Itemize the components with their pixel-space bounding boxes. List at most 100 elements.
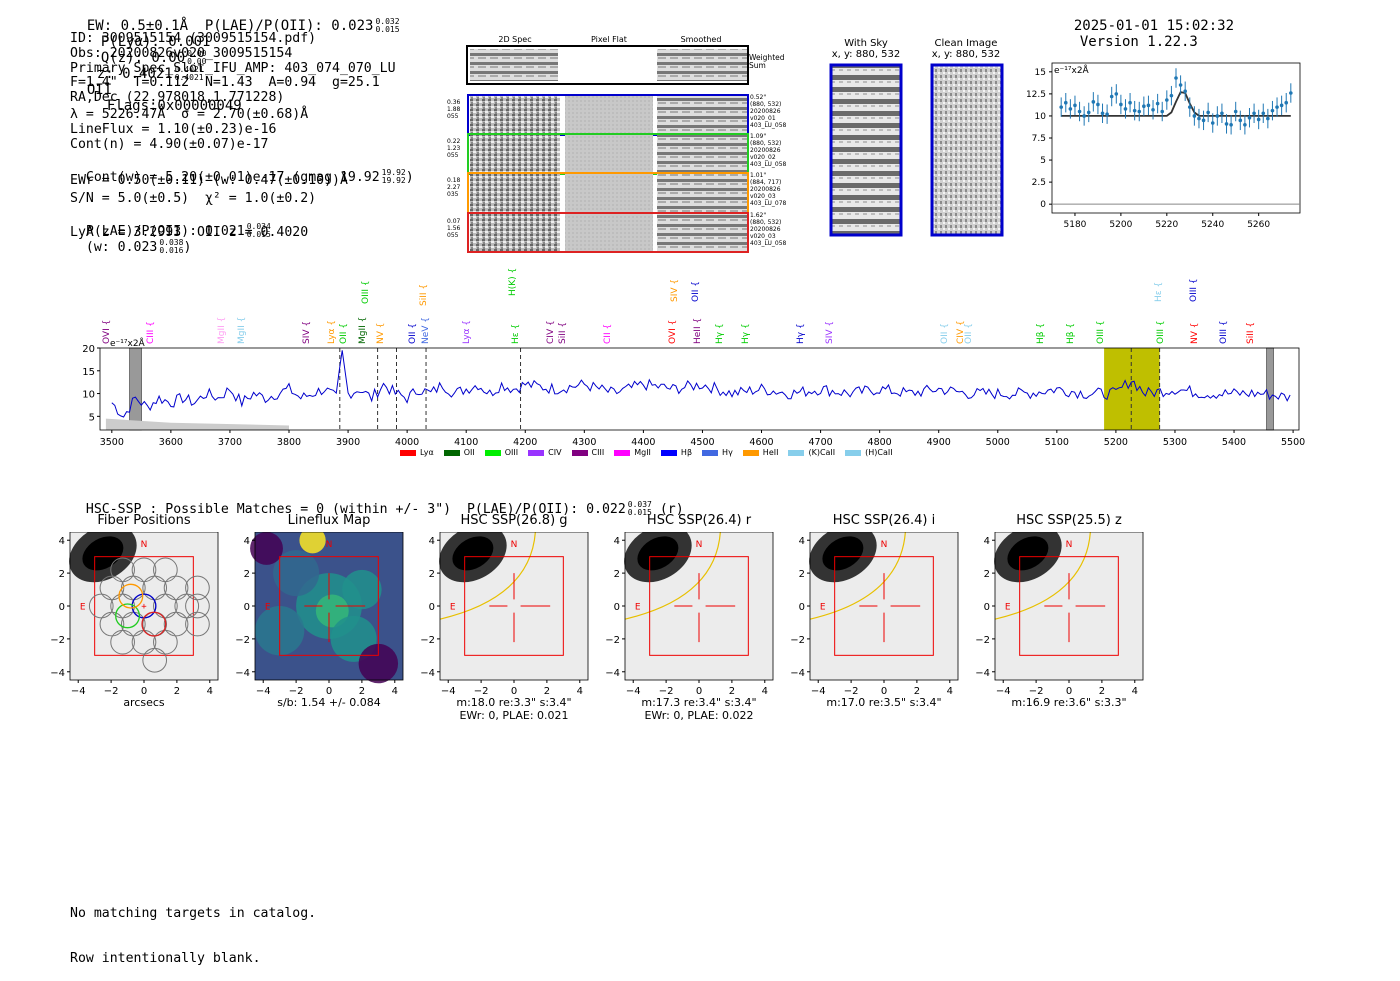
weighted-sum-label: Weighted Sum — [749, 53, 785, 70]
footer-line-1: No matching targets in catalog. — [70, 906, 317, 921]
highlight-fiber — [118, 583, 144, 609]
zoom-x-tick-label: 5240 — [1201, 220, 1224, 230]
emission-line-label: Hε { — [511, 323, 521, 344]
zoom-data-point — [1165, 98, 1169, 102]
with-sky-label: With Sky — [844, 38, 888, 49]
panel-x-tick-label: −2 — [104, 686, 119, 697]
info-sn: S/N = 5.0(±0.5) χ² = 1.0(±0.2) — [70, 191, 317, 206]
zoom-data-point — [1174, 76, 1178, 80]
target-box — [464, 556, 564, 656]
spectrum-x-tick-label: 5000 — [986, 437, 1010, 448]
panel-x-tick-label: −2 — [844, 686, 859, 697]
panel-x-tick-label: 4 — [207, 686, 213, 697]
zoom-data-point — [1187, 105, 1192, 109]
legend-swatch — [788, 449, 805, 456]
emission-line-label: NV { — [376, 322, 386, 344]
panel-caption-line-1: m:17.3 re:3.4" s:3.4" — [641, 696, 757, 709]
emission-line-label: Hβ { — [1036, 322, 1046, 344]
lineflux-blob — [342, 569, 382, 610]
cutout-title-smoothed: Smoothed — [680, 35, 722, 44]
spectrum-chart: 20 15 10 5 3500 3600 3700 3800 3900 4000 4100 4200 4… — [82, 337, 1305, 448]
zoom-data-point — [1073, 103, 1077, 108]
cutout-grid — [466, 45, 749, 253]
cutout-row-4-left: 0.07 1.56 055 — [447, 218, 461, 239]
panel-x-tick-label: 2 — [914, 686, 920, 697]
zoom-data-point — [1279, 103, 1284, 108]
emission-line-label: SiII { — [1246, 321, 1256, 344]
legend-entry: OII — [443, 448, 475, 457]
fiber-circle — [131, 557, 157, 583]
zoom-data-point — [1119, 102, 1123, 107]
panel-x-tick-label: 2 — [174, 686, 180, 697]
info-plae-w: (w: 0.023 — [85, 240, 158, 255]
header-plae-frac: 0.032 0.015 — [375, 17, 400, 34]
panel-y-tick-label: 2 — [984, 569, 990, 580]
panel-x-tick-label: −4 — [626, 686, 641, 697]
spectrum-unit-label: e⁻¹⁷x2Å — [110, 337, 146, 349]
panel-y-tick-label: −2 — [605, 635, 620, 646]
panel-y-tick-label: 2 — [59, 569, 65, 580]
emission-line-label: NV { — [1190, 322, 1200, 344]
zoom-data-point — [1275, 105, 1279, 109]
target-box — [649, 556, 749, 656]
panel-y-tick-label: 4 — [244, 536, 250, 547]
zoom-data-point — [1215, 114, 1220, 118]
spectrum-x-tick-label: 3800 — [277, 437, 301, 448]
zoom-data-point — [1142, 104, 1146, 109]
panel-y-tick-label: −2 — [790, 635, 805, 646]
target-box — [279, 556, 379, 656]
info-plae: P(LAE)/P(OII): 0.021 0.034 0.015 (w: 0.023… — [70, 208, 271, 256]
zoom-data-point — [1151, 107, 1155, 112]
legend-swatch — [571, 449, 588, 456]
fiber-circle — [174, 593, 200, 619]
header-timestamp: 2025-01-01 15:02:32 — [1073, 18, 1235, 34]
legend-label: CIII — [591, 448, 605, 457]
panel-y-tick-label: 4 — [984, 536, 990, 547]
emission-line-label: Hγ { — [715, 323, 725, 344]
spectrum-x-tick-label: 4600 — [749, 437, 773, 448]
zoom-unit-label: e⁻¹⁷x2Å — [1054, 64, 1090, 76]
hsc-summary-text: HSC-SSP : Possible Matches = 0 (within +… — [85, 502, 626, 517]
legend-entry: CIII — [571, 448, 605, 457]
panel-x-tick-label: −2 — [289, 686, 304, 697]
north-label: N — [511, 540, 518, 550]
info-radec: RA,Dec (22.978018,1.771228) — [70, 90, 285, 105]
zoom-data-point — [1082, 114, 1086, 118]
lineflux-blob — [315, 594, 349, 628]
panel-image-6: N E 4 2 0 −2 −4 −4 −2 0 2 4 — [975, 532, 1144, 697]
spectrum-legend: Lyα OII OIII CIV CIII MgII Hβ Hγ HeII (K)CaII (H)C… — [400, 448, 903, 457]
zoom-data-point — [1059, 105, 1063, 109]
legend-label: Lyα — [420, 448, 434, 457]
panel-y-tick-label: −4 — [790, 668, 805, 679]
zoom-data-point — [1256, 117, 1261, 122]
target-box — [1019, 556, 1119, 656]
emission-line-label: OVI { — [668, 319, 678, 344]
panel-y-tick-label: −4 — [235, 668, 250, 679]
panel-caption-line-1: m:17.0 re:3.5" s:3.4" — [826, 696, 942, 709]
info-contw-frac: 19.92 19.92 — [381, 168, 406, 185]
header-z: z: 0.4021 — [96, 66, 173, 82]
panel-y-tick-label: 2 — [614, 569, 620, 580]
emission-line-label: H(K) { — [508, 267, 518, 296]
legend-swatch — [400, 449, 416, 456]
info-contw-end: ) — [405, 170, 414, 185]
emission-line-label: Hε { — [1154, 281, 1164, 302]
panel-caption: m:17.3 re:3.4" s:3.4" EWr: 0, PLAE: 0.022 — [605, 696, 793, 722]
panel-title: Lineflux Map — [287, 513, 371, 528]
cutout-row-3-left: 0.18 2.27 035 — [447, 177, 461, 198]
emission-line-label: MgII { — [358, 316, 368, 344]
zoom-y-tick-label: 7.5 — [1032, 134, 1046, 144]
legend-entry: OIII — [484, 448, 518, 457]
panel-caption-line-2: EWr: 0, PLAE: 0.022 — [644, 709, 754, 722]
fiber-circle — [142, 647, 168, 673]
east-label: E — [820, 602, 826, 612]
emission-line-label: CII { — [603, 323, 613, 344]
header-summary: EW: 0.5±0.1Å P(LAE)/P(OII): 0.023 0.032 0.… — [70, 2, 400, 115]
info-plae-text: P(LAE)/P(OII): 0.021 — [85, 224, 245, 239]
footer-note: No matching targets in catalog. Row inte… — [70, 876, 316, 981]
panel-caption-line-1: m:16.9 re:3.6" s:3.3" — [1011, 696, 1127, 709]
panel-y-tick-label: 0 — [614, 602, 620, 613]
zoom-fit-line — [1061, 91, 1291, 117]
zoom-data-point — [1192, 114, 1197, 118]
info-plae-w-end: ) — [183, 240, 192, 255]
